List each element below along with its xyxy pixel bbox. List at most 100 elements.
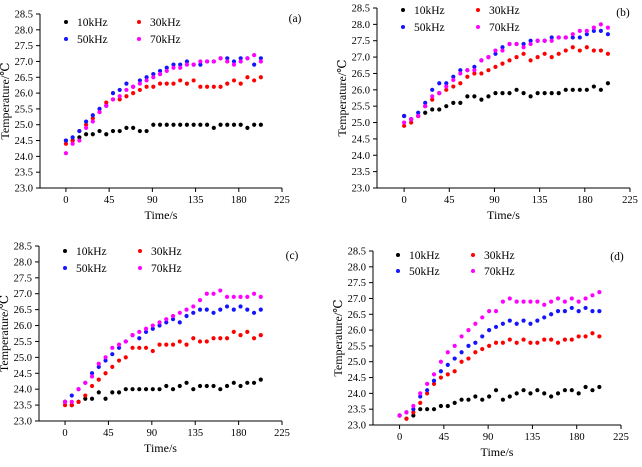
x-tick-label: 0	[62, 428, 67, 439]
data-point	[198, 59, 203, 64]
y-tick-label: 26.0	[15, 89, 33, 100]
data-point	[231, 307, 236, 312]
x-tick-label: 180	[231, 428, 247, 439]
series-50kHz	[63, 56, 263, 143]
y-tick-label: 25.0	[352, 118, 370, 129]
data-point	[198, 122, 203, 127]
series-10kHz	[63, 122, 263, 143]
data-point	[549, 394, 554, 399]
data-point	[570, 45, 575, 50]
x-tick-label: 45	[444, 195, 455, 206]
data-point	[445, 350, 450, 355]
data-point	[171, 62, 176, 67]
data-point	[473, 394, 478, 399]
y-tick-label: 23.0	[348, 421, 366, 432]
data-point	[562, 309, 568, 314]
data-point	[472, 94, 477, 99]
x-tick-label: 90	[483, 432, 494, 443]
data-point	[487, 309, 492, 314]
data-point	[458, 81, 463, 86]
data-point	[500, 48, 505, 53]
series-50kHz	[397, 305, 602, 418]
data-point	[252, 78, 257, 83]
data-point	[143, 345, 149, 350]
data-point	[157, 72, 163, 77]
data-point	[110, 90, 116, 96]
data-point	[569, 305, 574, 311]
y-tick-label: 28.5	[348, 247, 366, 258]
data-point	[591, 28, 596, 34]
legend-label-70kHz: 70kHz	[150, 34, 181, 46]
y-tick-label: 27.0	[352, 53, 370, 64]
legend-label-70kHz: 70kHz	[151, 263, 182, 275]
data-point	[458, 100, 463, 106]
data-point	[245, 307, 250, 312]
data-point	[452, 356, 457, 361]
y-tick-label: 25.0	[348, 357, 366, 368]
data-point	[425, 391, 430, 396]
x-tick-label: 135	[187, 428, 203, 439]
data-point	[459, 359, 464, 364]
data-point	[143, 329, 149, 335]
data-point	[528, 299, 533, 304]
data-point	[231, 62, 237, 67]
data-point	[507, 41, 512, 47]
data-point	[452, 369, 457, 374]
legend-label-50kHz: 50kHz	[76, 263, 107, 275]
data-point	[418, 394, 423, 399]
data-point	[69, 402, 74, 408]
y-tick-label: 27.0	[15, 57, 33, 68]
data-point	[204, 59, 210, 64]
data-point	[583, 384, 588, 390]
data-point	[104, 132, 109, 137]
data-point	[218, 56, 223, 61]
data-point	[480, 346, 485, 352]
data-point	[164, 81, 169, 86]
data-point	[124, 81, 129, 86]
series-10kHz	[397, 384, 602, 421]
legend-marker-70kHz	[471, 269, 475, 273]
legend-marker-50kHz	[396, 269, 400, 273]
data-point	[97, 109, 102, 115]
data-point	[97, 128, 102, 134]
data-point	[151, 122, 156, 127]
data-point	[137, 329, 142, 335]
data-point	[251, 310, 257, 315]
data-point	[521, 41, 526, 47]
data-point	[104, 100, 109, 105]
legend-marker-70kHz	[476, 25, 480, 29]
legend-label-10kHz: 10kHz	[76, 246, 107, 258]
legend-label-30kHz: 30kHz	[489, 5, 520, 17]
y-tick-label: 23.5	[348, 405, 366, 416]
data-point	[191, 78, 196, 83]
data-point	[591, 84, 596, 89]
data-point	[466, 397, 471, 402]
data-point	[521, 318, 526, 323]
data-point	[418, 407, 423, 412]
data-point	[218, 122, 223, 127]
data-point	[245, 56, 250, 61]
data-point	[570, 35, 575, 40]
data-point	[143, 387, 149, 392]
data-point	[535, 38, 540, 43]
data-point	[137, 87, 142, 93]
legend-marker-30kHz	[471, 253, 475, 257]
data-point	[110, 364, 115, 370]
x-tick-label: 135	[525, 432, 541, 443]
data-point	[466, 343, 471, 349]
data-point	[116, 345, 122, 350]
data-point	[251, 380, 257, 385]
data-point	[528, 58, 533, 63]
data-point	[459, 397, 464, 402]
data-point	[231, 329, 236, 335]
panel-label: (a)	[289, 13, 302, 25]
y-tick-label: 24.0	[352, 151, 370, 162]
data-point	[131, 84, 136, 89]
data-point	[177, 339, 182, 344]
data-point	[528, 391, 533, 396]
data-point	[597, 384, 602, 390]
legend-marker-50kHz	[64, 37, 68, 41]
series-50kHz	[62, 304, 263, 405]
data-point	[245, 125, 250, 130]
data-point	[411, 413, 416, 418]
